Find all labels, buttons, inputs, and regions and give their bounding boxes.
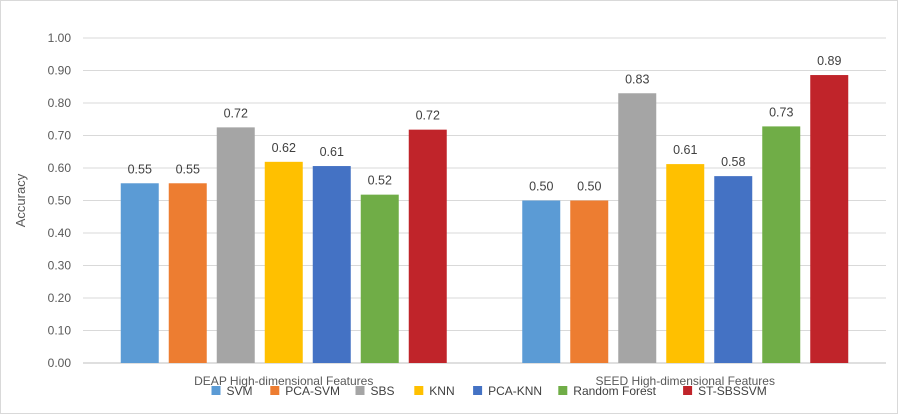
y-tick-label: 0.50 <box>48 194 72 208</box>
legend-label: ST-SBSSVM <box>698 384 767 398</box>
bar-pca-knn <box>714 176 753 363</box>
bars <box>120 75 849 364</box>
data-label: 0.73 <box>769 105 793 119</box>
bar-svm <box>522 200 561 363</box>
data-label: 0.50 <box>529 180 553 194</box>
data-label: 0.61 <box>320 145 344 159</box>
legend-swatch <box>414 386 424 395</box>
legend-swatch <box>558 386 568 395</box>
legend-label: SVM <box>227 384 253 398</box>
data-label: 0.52 <box>368 174 392 188</box>
data-label: 0.55 <box>128 162 152 176</box>
bar-random-forest <box>360 194 399 363</box>
bar-pca-knn <box>312 166 351 363</box>
data-labels: 0.55 0.55 0.72 0.62 0.61 0.52 0.72 0.50 0.50 0.83… <box>128 54 842 193</box>
bar-knn <box>666 164 705 363</box>
y-axis-ticks: 0.00 0.10 0.20 0.30 0.40 0.50 0.60 0.70 0.80 0.90… <box>48 31 72 370</box>
legend-swatch <box>473 386 483 395</box>
legend-swatch <box>683 386 693 395</box>
bar-pca-svm <box>168 183 207 363</box>
y-tick-label: 0.20 <box>48 291 72 305</box>
y-tick-label: 1.00 <box>48 31 72 45</box>
y-tick-label: 0.90 <box>48 64 72 78</box>
bar-random-forest <box>762 126 801 364</box>
data-label: 0.72 <box>416 109 440 123</box>
legend-swatch <box>211 386 221 395</box>
legend-swatch <box>355 386 365 395</box>
data-label: 0.55 <box>176 162 200 176</box>
y-tick-label: 0.80 <box>48 96 72 110</box>
bar-sbs <box>216 127 255 363</box>
legend-label: PCA-SVM <box>285 384 340 398</box>
data-label: 0.62 <box>272 141 296 155</box>
bar-svm <box>120 183 159 363</box>
y-tick-label: 0.40 <box>48 226 72 240</box>
y-tick-label: 0.60 <box>48 161 72 175</box>
y-tick-label: 0.30 <box>48 259 72 273</box>
data-label: 0.58 <box>721 155 745 169</box>
y-tick-label: 0.70 <box>48 129 72 143</box>
legend: SVM PCA-SVM SBS KNN PCA-KNN Random Forest ST-S… <box>211 384 767 398</box>
bar-st-sbssvm <box>408 129 447 363</box>
data-label: 0.61 <box>673 143 697 157</box>
bar-sbs <box>618 93 657 363</box>
legend-label: SBS <box>371 384 395 398</box>
bar-pca-svm <box>570 200 609 363</box>
x-category-label: SEED High-dimensional Features <box>596 374 775 388</box>
legend-label: Random Forest <box>573 384 656 398</box>
legend-label: KNN <box>429 384 454 398</box>
y-tick-label: 0.00 <box>48 356 72 370</box>
x-axis-categories: DEAP High-dimensional Features SEED High-… <box>194 374 775 388</box>
data-label: 0.72 <box>224 106 248 120</box>
legend-label: PCA-KNN <box>488 384 542 398</box>
y-tick-label: 0.10 <box>48 324 72 338</box>
y-axis-title: Accuracy <box>13 173 28 227</box>
x-category-label: DEAP High-dimensional Features <box>194 374 373 388</box>
bar-knn <box>264 161 303 363</box>
data-label: 0.50 <box>577 180 601 194</box>
data-label: 0.83 <box>625 72 649 86</box>
data-label: 0.89 <box>817 54 841 68</box>
legend-swatch <box>270 386 280 395</box>
bar-st-sbssvm <box>810 75 849 364</box>
